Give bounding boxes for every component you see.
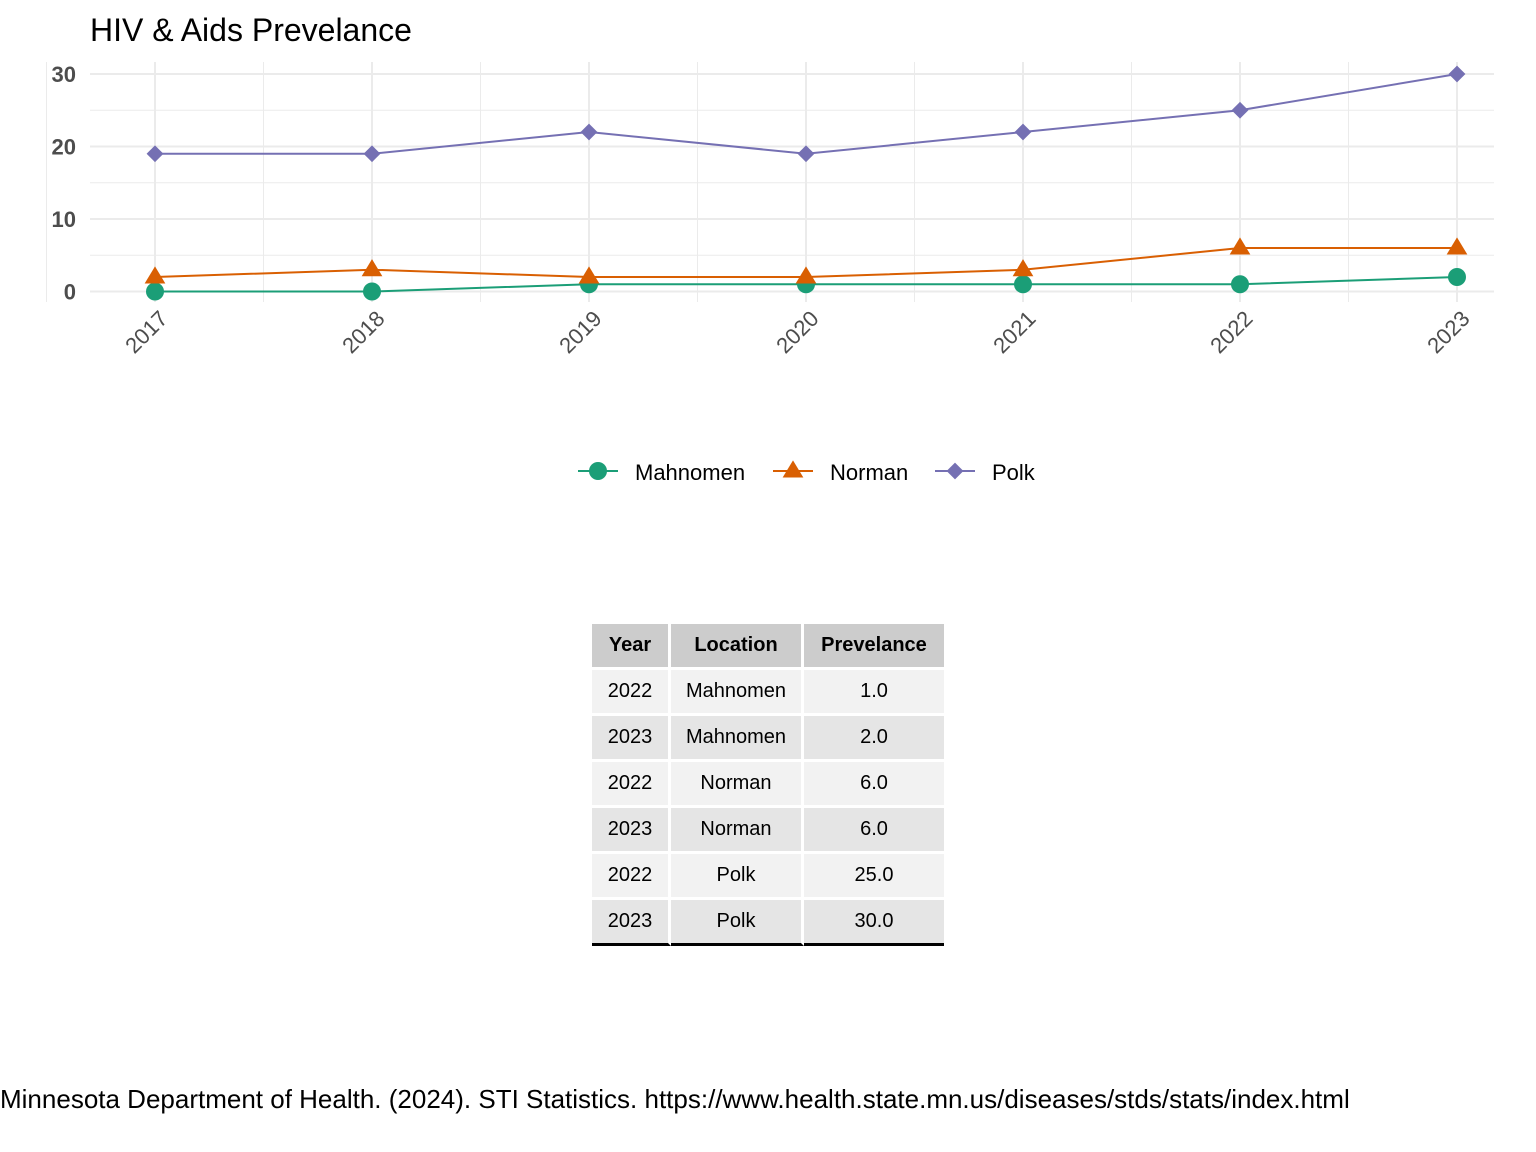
cell-prevelance: 6.0 bbox=[804, 762, 944, 808]
cell-year: 2023 bbox=[592, 900, 671, 946]
series-group bbox=[144, 65, 1468, 301]
x-tick-label: 2018 bbox=[337, 306, 389, 358]
header-prevelance: Prevelance bbox=[804, 624, 944, 670]
table-row: 2023 Mahnomen 2.0 bbox=[592, 716, 944, 762]
cell-prevelance: 25.0 bbox=[804, 854, 944, 900]
y-axis-ticks: 0 10 20 30 bbox=[52, 62, 76, 305]
data-point-norman bbox=[1229, 237, 1251, 255]
x-tick-label: 2023 bbox=[1422, 306, 1474, 358]
legend-item-polk: Polk bbox=[935, 460, 1036, 485]
data-point-norman bbox=[795, 266, 817, 284]
y-tick-label: 10 bbox=[52, 207, 76, 232]
cell-year: 2022 bbox=[592, 670, 671, 716]
x-tick-label: 2022 bbox=[1205, 306, 1257, 358]
x-tick-label: 2020 bbox=[771, 306, 823, 358]
y-tick-label: 20 bbox=[52, 135, 76, 160]
x-tick-label: 2021 bbox=[988, 306, 1040, 358]
cell-location: Norman bbox=[671, 762, 804, 808]
data-point-norman bbox=[361, 259, 383, 277]
y-tick-label: 30 bbox=[52, 62, 76, 87]
data-point-mahnomen bbox=[363, 282, 381, 301]
legend-marker-mahnomen bbox=[589, 462, 607, 480]
data-point-polk bbox=[797, 145, 815, 163]
header-location: Location bbox=[671, 624, 804, 670]
table-row: 2023 Polk 30.0 bbox=[592, 900, 944, 946]
cell-location: Polk bbox=[671, 900, 804, 946]
data-point-polk bbox=[1014, 123, 1032, 141]
data-point-polk bbox=[146, 145, 164, 163]
table-row: 2022 Norman 6.0 bbox=[592, 762, 944, 808]
table-header-row: Year Location Prevelance bbox=[592, 624, 944, 670]
data-point-polk bbox=[1448, 65, 1466, 83]
chart-title: HIV & Aids Prevelance bbox=[90, 12, 412, 48]
header-year: Year bbox=[592, 624, 671, 670]
data-point-norman bbox=[144, 266, 166, 284]
legend-marker-polk bbox=[946, 462, 964, 480]
x-axis-ticks: 2017 2018 2019 2020 2021 2022 2023 bbox=[120, 306, 1474, 358]
cell-prevelance: 30.0 bbox=[804, 900, 944, 946]
data-point-mahnomen bbox=[1448, 268, 1466, 286]
table-row: 2022 Polk 25.0 bbox=[592, 854, 944, 900]
legend: Mahnomen Norman Polk bbox=[578, 460, 1036, 485]
series-polk bbox=[146, 65, 1466, 163]
cell-location: Mahnomen bbox=[671, 716, 804, 762]
y-tick-label: 0 bbox=[64, 280, 76, 305]
legend-marker-norman bbox=[782, 460, 804, 478]
data-point-norman bbox=[578, 266, 600, 284]
cell-location: Norman bbox=[671, 808, 804, 854]
data-point-mahnomen bbox=[146, 282, 164, 301]
x-tick-label: 2019 bbox=[554, 306, 606, 358]
cell-year: 2023 bbox=[592, 716, 671, 762]
legend-label-norman: Norman bbox=[830, 460, 908, 485]
data-point-polk bbox=[363, 145, 381, 163]
gridlines bbox=[46, 62, 1494, 302]
cell-prevelance: 2.0 bbox=[804, 716, 944, 762]
legend-label-polk: Polk bbox=[992, 460, 1036, 485]
table-row: 2022 Mahnomen 1.0 bbox=[592, 670, 944, 716]
data-point-mahnomen bbox=[1231, 275, 1249, 294]
cell-location: Polk bbox=[671, 854, 804, 900]
x-tick-label: 2017 bbox=[120, 306, 172, 358]
data-point-norman bbox=[1012, 259, 1034, 277]
cell-prevelance: 6.0 bbox=[804, 808, 944, 854]
series-norman bbox=[144, 237, 1468, 284]
data-point-mahnomen bbox=[1014, 275, 1032, 294]
cell-prevelance: 1.0 bbox=[804, 670, 944, 716]
legend-item-norman: Norman bbox=[773, 460, 908, 485]
cell-location: Mahnomen bbox=[671, 670, 804, 716]
cell-year: 2022 bbox=[592, 854, 671, 900]
legend-item-mahnomen: Mahnomen bbox=[578, 460, 745, 485]
data-table: Year Location Prevelance 2022 Mahnomen 1… bbox=[592, 624, 944, 946]
cell-year: 2023 bbox=[592, 808, 671, 854]
legend-label-mahnomen: Mahnomen bbox=[635, 460, 745, 485]
data-point-polk bbox=[1231, 101, 1249, 119]
table-row: 2023 Norman 6.0 bbox=[592, 808, 944, 854]
data-point-norman bbox=[1446, 237, 1468, 255]
data-point-polk bbox=[580, 123, 598, 141]
cell-year: 2022 bbox=[592, 762, 671, 808]
source-citation: Minnesota Department of Health. (2024). … bbox=[0, 1084, 1350, 1114]
